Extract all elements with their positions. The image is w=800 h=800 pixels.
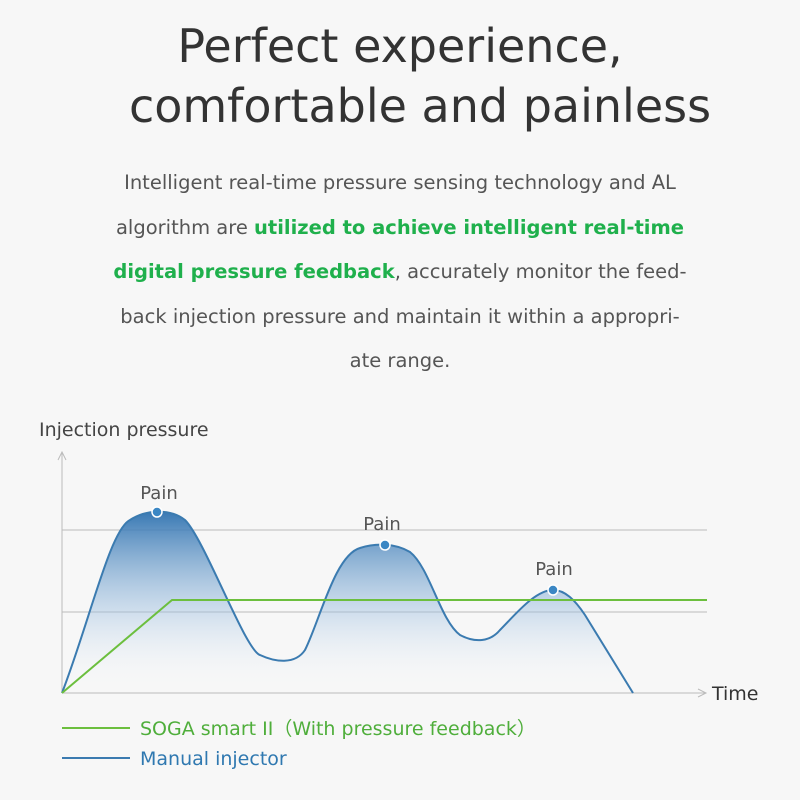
pain-dot	[547, 584, 559, 596]
body-segment: , accurately monitor the feed-	[394, 260, 687, 283]
y-axis-label: Injection pressure	[39, 419, 209, 441]
pain-dot	[379, 539, 391, 551]
legend-label: SOGA smart II（With pressure feedback）	[140, 718, 536, 740]
body-line: back injection pressure and maintain it …	[0, 295, 800, 340]
body-segment: ate range.	[349, 349, 451, 372]
emphasis-text: digital pressure feedback	[113, 260, 395, 283]
manual-curve	[61, 510, 634, 694]
legend-label: Manual injector	[140, 748, 287, 770]
body-line: ate range.	[0, 339, 800, 384]
title-line: Perfect experience,	[177, 19, 623, 73]
x-axis-label: Time	[711, 683, 759, 705]
body-line: algorithm are utilized to achieve intell…	[0, 206, 800, 251]
x-axis-arrow	[697, 688, 708, 698]
body-text: Intelligent real-time pressure sensing t…	[0, 161, 800, 384]
pain-label: Pain	[140, 483, 178, 504]
pressure-area	[62, 511, 633, 693]
pain-label: Pain	[363, 514, 401, 535]
title-line: comfortable and painless	[128, 79, 712, 133]
pain-dot	[151, 506, 163, 518]
pain-label: Pain	[535, 559, 573, 580]
y-axis-arrow	[57, 450, 67, 461]
body-line: Intelligent real-time pressure sensing t…	[0, 161, 800, 206]
emphasis-text: utilized to achieve intelligent real-tim…	[254, 215, 685, 239]
body-line: digital pressure feedback, accurately mo…	[0, 250, 800, 295]
soga-curve	[61, 599, 707, 694]
body-segment: back injection pressure and maintain it …	[120, 304, 680, 328]
body-segment: algorithm are	[115, 215, 255, 239]
body-segment: Intelligent real-time pressure sensing t…	[124, 171, 676, 194]
